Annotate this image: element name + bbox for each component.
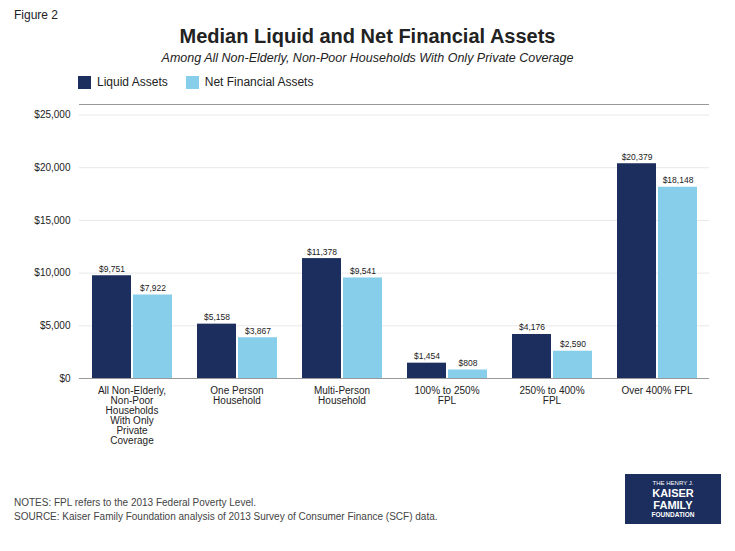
svg-text:$3,867: $3,867: [245, 326, 271, 336]
svg-text:100% to 250%FPL: 100% to 250%FPL: [414, 385, 479, 406]
svg-text:$11,378: $11,378: [307, 247, 337, 257]
svg-text:$10,000: $10,000: [34, 267, 71, 278]
html-text:Median Liquid and Net Financia: Median Liquid and Net Financial Assets: [179, 25, 556, 47]
svg-text:$4,176: $4,176: [519, 322, 545, 332]
svg-text:$20,000: $20,000: [34, 162, 71, 173]
html-text:Among All Non-Elderly, Non-Poo: Among All Non-Elderly, Non-Poor Househol…: [161, 51, 574, 65]
html-text:KAISER: KAISER: [652, 486, 694, 499]
svg-text:$5,158: $5,158: [204, 312, 230, 322]
svg-text:$1,454: $1,454: [414, 351, 440, 361]
html-text:Figure 2: Figure 2: [14, 8, 58, 22]
svg-text:$5,000: $5,000: [40, 320, 71, 331]
html-text:FOUNDATION: FOUNDATION: [651, 510, 695, 518]
html-text:SOURCE: Kaiser Family Foundati: SOURCE: Kaiser Family Foundation analysi…: [14, 511, 438, 522]
svg-text:Over 400% FPL: Over 400% FPL: [621, 385, 693, 396]
svg-text:All Non-Elderly,Non-PoorHouseh: All Non-Elderly,Non-PoorHouseholdsWith O…: [98, 385, 166, 446]
svg-text:$18,148: $18,148: [663, 175, 694, 185]
html-text:FAMILY: FAMILY: [653, 498, 693, 511]
html-text:NOTES: FPL refers to the 2013: NOTES: FPL refers to the 2013 Federal Po…: [14, 497, 256, 508]
svg-text:Multi-PersonHousehold: Multi-PersonHousehold: [314, 385, 370, 406]
svg-text:$808: $808: [459, 358, 478, 368]
svg-text:$2,590: $2,590: [560, 339, 586, 349]
svg-text:One PersonHousehold: One PersonHousehold: [210, 385, 263, 406]
svg-text:$15,000: $15,000: [34, 215, 71, 226]
svg-text:$0: $0: [59, 373, 71, 384]
svg-text:$9,751: $9,751: [99, 264, 125, 274]
svg-text:$7,922: $7,922: [140, 283, 166, 293]
svg-text:$9,541: $9,541: [350, 266, 376, 276]
html-text:Liquid Assets: Liquid Assets: [97, 75, 168, 89]
svg-text:$25,000: $25,000: [34, 109, 71, 120]
svg-text:250% to 400%FPL: 250% to 400%FPL: [519, 385, 584, 406]
svg-text:$20,379: $20,379: [622, 152, 653, 162]
html-text:THE HENRY J.: THE HENRY J.: [652, 480, 694, 486]
html-text:Net Financial Assets: Net Financial Assets: [204, 75, 314, 89]
